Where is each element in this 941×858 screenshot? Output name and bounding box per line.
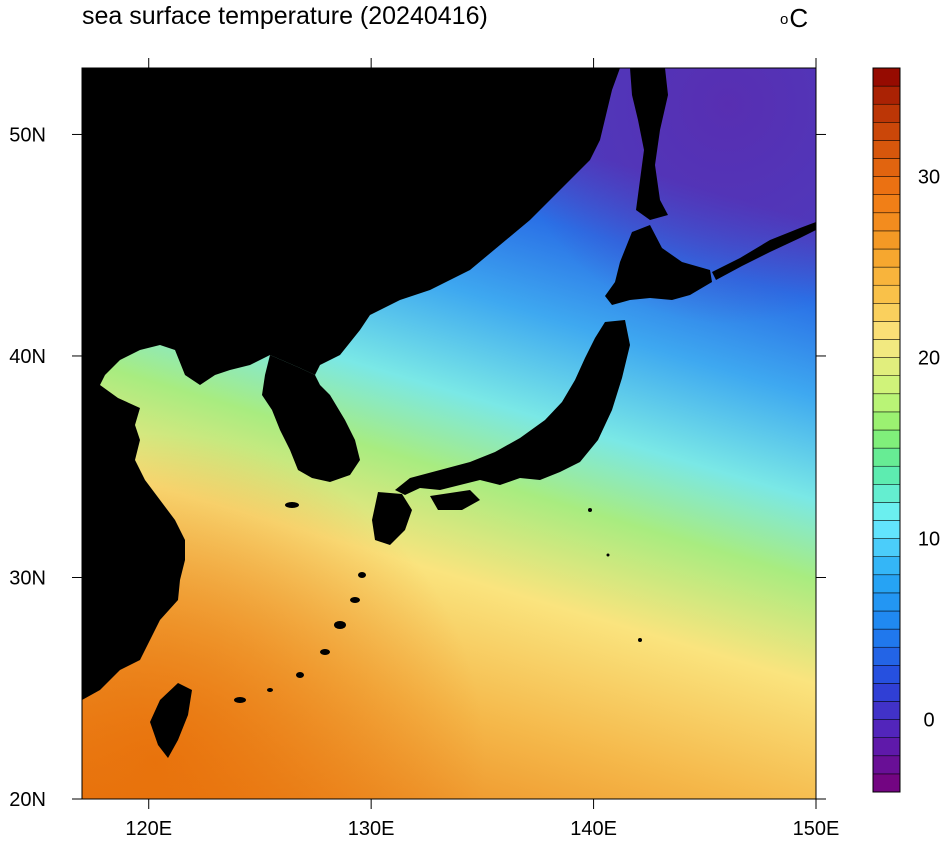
land-ryukyu [234, 502, 366, 703]
lon-tick-label: 120E [125, 818, 172, 840]
land-hokkaido [605, 225, 712, 305]
colorbar-bin [872, 520, 901, 539]
colorbar-bin [872, 266, 901, 286]
colorbar-bin [872, 357, 901, 376]
land-kyushu [372, 492, 412, 545]
colorbar-tick-label: 30 [918, 167, 940, 189]
colorbar-bin [872, 719, 901, 738]
colorbar-bin [872, 303, 901, 322]
colorbar-bin [872, 737, 901, 757]
land-honshu [395, 320, 630, 495]
map-border [81, 67, 817, 800]
lon-tick-label: 130E [348, 818, 395, 840]
colorbar-bin [872, 665, 901, 684]
lon-tick-label: 150E [793, 818, 840, 840]
colorbar-bin [872, 683, 901, 702]
colorbar-bin [872, 284, 901, 304]
colorbar-bin [872, 628, 901, 648]
colorbar-bin [872, 465, 901, 485]
colorbar-bin [872, 375, 901, 395]
map-frame [81, 67, 817, 800]
lat-tick-label: 20N [9, 789, 46, 811]
colorbar: 0 10 20 30 [872, 67, 940, 793]
colorbar-bin [872, 556, 901, 576]
colorbar-bin [872, 755, 901, 775]
colorbar-bin [872, 248, 901, 268]
lat-tick-label: 50N [9, 124, 46, 146]
colorbar-tick-label: 20 [918, 348, 940, 370]
land-sakhalin [630, 68, 668, 220]
colorbar-bin [872, 140, 901, 159]
colorbar-border [872, 67, 901, 793]
colorbar-bin [872, 85, 901, 105]
colorbar-bin [872, 592, 901, 612]
colorbar-bin [872, 610, 901, 630]
land-shikoku [430, 490, 480, 510]
lat-tick-label: 30N [9, 567, 46, 589]
lon-axis: 120E 130E 140E 150E [125, 58, 839, 840]
lat-axis: 20N 30N 40N 50N [9, 124, 826, 811]
colorbar-bin [872, 158, 901, 177]
map-panel [82, 68, 816, 799]
colorbar-bin [872, 393, 901, 413]
land-taiwan [150, 683, 192, 758]
map-title: sea surface temperature (20240416) [82, 2, 488, 30]
lat-tick-label: 40N [9, 346, 46, 368]
colorbar-tick-label: 0 [923, 710, 934, 732]
units-label: oC [780, 2, 808, 34]
colorbar-bin [872, 103, 901, 123]
lon-tick-label: 140E [570, 818, 617, 840]
colorbar-bin [872, 502, 901, 521]
colorbar-bin [872, 701, 901, 720]
colorbar-tick-label: 10 [918, 529, 940, 551]
colorbar-bin [872, 230, 901, 250]
colorbar-bin [872, 646, 901, 666]
land-korea [262, 355, 360, 482]
land-asia-mainland [82, 68, 620, 700]
units-letter: C [789, 3, 809, 33]
colorbar-bin [872, 484, 901, 503]
colorbar-bin [872, 122, 901, 141]
colorbar-bin [872, 212, 901, 232]
colorbar-bin [872, 411, 901, 431]
land-izu [588, 508, 642, 642]
colorbar-bin [872, 538, 901, 557]
colorbar-bin [872, 447, 901, 467]
colorbar-bin [872, 67, 901, 87]
colorbar-bin [872, 773, 901, 793]
colorbar-bin [872, 574, 901, 594]
units-degree: o [780, 11, 789, 28]
colorbar-bin [872, 321, 901, 340]
colorbar-bin [872, 176, 901, 195]
colorbar-bin [872, 429, 901, 449]
colorbar-bin [872, 194, 901, 214]
land-kurils [712, 222, 816, 280]
colorbar-bin [872, 339, 901, 358]
